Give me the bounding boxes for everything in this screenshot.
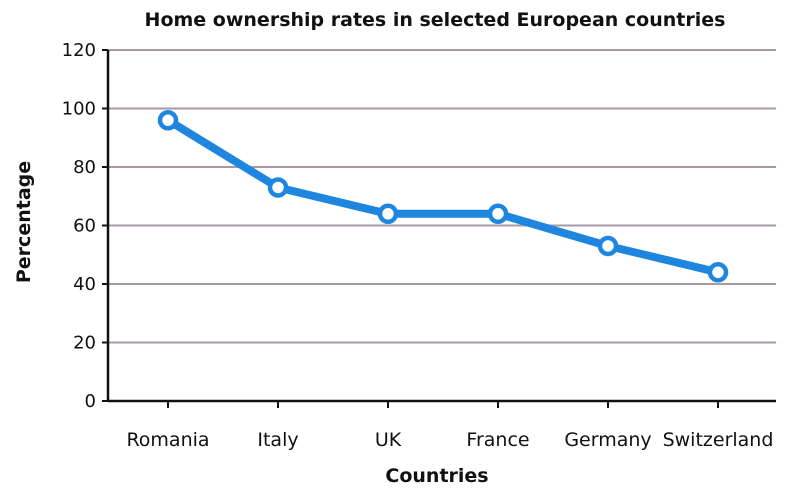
y-axis-label: Percentage — [13, 161, 35, 283]
data-point — [377, 203, 399, 225]
data-point — [157, 109, 179, 131]
y-tick-label: 80 — [73, 157, 96, 178]
y-tick-label: 40 — [73, 274, 96, 295]
data-point — [487, 203, 509, 225]
x-tick-labels: Romania Italy UK France Germany Switzerland — [126, 429, 773, 451]
x-tick-label: Italy — [257, 429, 298, 451]
data-point — [597, 235, 619, 257]
y-tick-label: 60 — [73, 216, 96, 237]
series-path — [164, 116, 722, 277]
x-tick-label: Switzerland — [663, 429, 774, 451]
y-tick-label: 100 — [62, 99, 96, 120]
axes — [102, 49, 776, 408]
x-axis-label: Countries — [385, 465, 488, 487]
grid-lines — [108, 49, 776, 344]
y-tick-label: 120 — [62, 40, 96, 61]
chart-title: Home ownership rates in selected Europea… — [145, 9, 726, 31]
data-points — [157, 109, 729, 283]
y-tick-labels: 0 20 40 60 80 100 120 — [62, 40, 96, 412]
y-tick-label: 0 — [85, 391, 96, 412]
x-tick-label: UK — [375, 429, 402, 451]
data-point — [267, 177, 289, 198]
x-tick-label: France — [466, 429, 529, 451]
x-tick-label: Romania — [126, 429, 209, 451]
x-tick-label: Germany — [564, 429, 651, 451]
series-line — [164, 116, 722, 277]
data-point — [707, 262, 729, 283]
y-tick-label: 20 — [73, 333, 96, 354]
